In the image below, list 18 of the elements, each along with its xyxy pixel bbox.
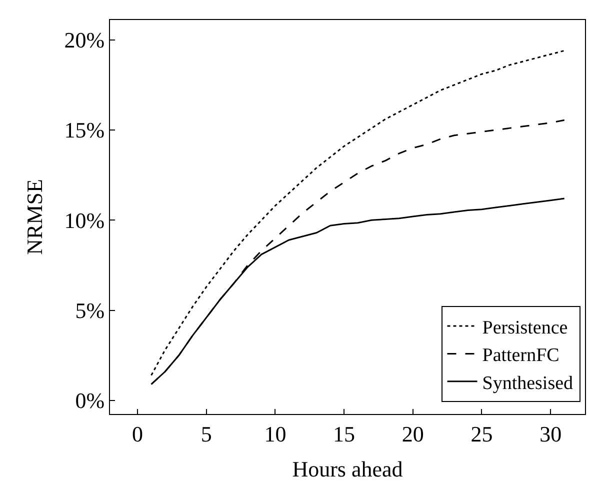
legend-label: Synthesised <box>482 372 574 394</box>
y-tick-label: 5% <box>75 298 105 324</box>
y-tick-label: 20% <box>64 28 105 53</box>
legend-label: PatternFC <box>482 345 560 366</box>
y-tick-label: 0% <box>75 388 105 414</box>
x-tick-label: 20 <box>402 421 424 446</box>
x-axis-title: Hours ahead <box>292 456 403 482</box>
x-tick-label: 5 <box>200 421 212 446</box>
x-tick-label: 0 <box>132 421 144 446</box>
y-tick-label: 15% <box>64 118 105 143</box>
y-tick-label: 10% <box>64 208 105 233</box>
legend-label: Persistence <box>482 317 568 338</box>
line-series <box>150 50 566 376</box>
x-tick-label: 15 <box>333 421 356 446</box>
x-tick-label: 30 <box>540 421 562 446</box>
y-axis-title: NRMSE <box>22 179 48 255</box>
x-tick-label: 25 <box>470 421 493 446</box>
x-tick-label: 10 <box>264 421 286 446</box>
